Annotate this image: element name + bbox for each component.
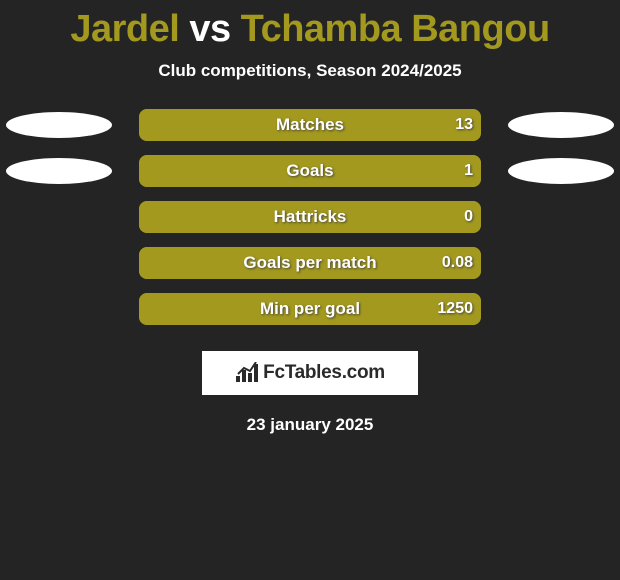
stat-row: Hattricks0 xyxy=(0,201,620,233)
stat-row: Goals1 xyxy=(0,155,620,187)
stat-label: Hattricks xyxy=(139,207,481,227)
bars-icon xyxy=(235,362,261,384)
brand-box[interactable]: FcTables.com xyxy=(202,351,418,395)
stat-label: Min per goal xyxy=(139,299,481,319)
stat-row: Matches13 xyxy=(0,109,620,141)
stat-bar: Goals1 xyxy=(139,155,481,187)
stat-row: Min per goal1250 xyxy=(0,293,620,325)
title-player-left: Jardel xyxy=(70,8,179,50)
subtitle: Club competitions, Season 2024/2025 xyxy=(0,61,620,81)
stat-label: Goals xyxy=(139,161,481,181)
stat-label: Goals per match xyxy=(139,253,481,273)
right-ellipse xyxy=(508,112,614,138)
title-vs: vs xyxy=(179,8,240,50)
page-title: Jardel vs Tchamba Bangou xyxy=(0,0,620,51)
stat-value-right: 0 xyxy=(464,208,473,226)
footer-date: 23 january 2025 xyxy=(0,415,620,435)
stat-value-right: 1250 xyxy=(437,300,473,318)
left-ellipse xyxy=(6,158,112,184)
stat-bar: Matches13 xyxy=(139,109,481,141)
title-player-right: Tchamba Bangou xyxy=(241,8,550,50)
stat-bar: Hattricks0 xyxy=(139,201,481,233)
stat-row: Goals per match0.08 xyxy=(0,247,620,279)
stats-rows: Matches13 Goals1 Hattricks0 Goals per match… xyxy=(0,109,620,325)
stat-value-right: 13 xyxy=(455,116,473,134)
stat-value-right: 1 xyxy=(464,162,473,180)
stat-bar: Min per goal1250 xyxy=(139,293,481,325)
stat-bar: Goals per match0.08 xyxy=(139,247,481,279)
brand-text: FcTables.com xyxy=(263,362,385,384)
stat-label: Matches xyxy=(139,115,481,135)
right-ellipse xyxy=(508,158,614,184)
left-ellipse xyxy=(6,112,112,138)
stat-value-right: 0.08 xyxy=(442,254,473,272)
